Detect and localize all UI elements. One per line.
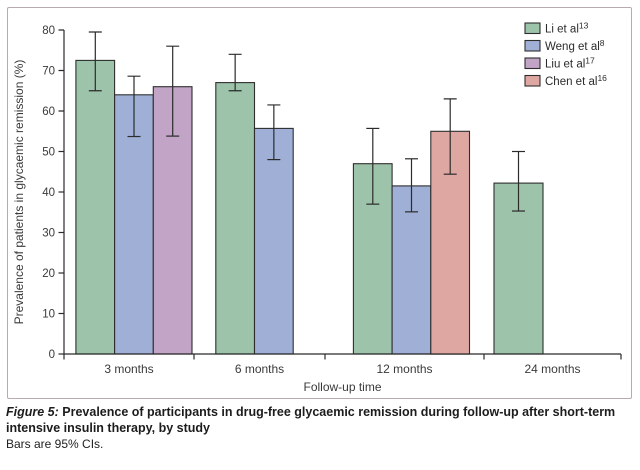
error-bar: [267, 104, 281, 161]
caption-note: Bars are 95% CIs.: [6, 437, 104, 451]
legend-swatch-weng-et-al: [524, 39, 541, 52]
remission-bar-chart: 0 10 20 30 40 50 60 70 80 3 months 6 months 12 mont…: [8, 8, 631, 398]
y-tick-label: 0: [49, 349, 55, 361]
x-tick-label: 3 months: [104, 362, 153, 376]
y-tick-label: 40: [42, 187, 55, 199]
x-tick-label: 24 months: [524, 362, 580, 376]
error-bar: [443, 98, 457, 175]
error-bar: [166, 45, 180, 137]
bar-weng-et-al3months: [114, 94, 154, 355]
legend: Li et al13 Weng et al8 Liu et al17 Chen et …: [524, 21, 607, 88]
caption-line-1: Figure 5: Prevalence of participants in …: [6, 404, 636, 420]
y-tick-label: 30: [42, 228, 55, 240]
y-tick-label: 20: [42, 268, 55, 280]
bar-weng-et-al12months: [391, 185, 432, 355]
x-tick-label: 12 months: [376, 362, 432, 376]
legend-label: Li et al13: [545, 21, 589, 36]
y-tick-label: 60: [42, 106, 55, 118]
y-tick-label: 70: [42, 66, 55, 78]
error-bar: [366, 127, 380, 205]
legend-swatch-liu-et-al: [524, 57, 541, 70]
y-axis-title: Prevalence of patients in glycaemic remi…: [12, 60, 26, 325]
caption-text-1: Prevalence of participants in drug-free …: [62, 405, 616, 419]
error-bar: [512, 150, 525, 212]
error-bar: [228, 53, 242, 92]
y-tick-label: 50: [42, 147, 55, 159]
bar-li-et-al6months: [215, 82, 256, 355]
caption-line-2: intensive insulin therapy, by study: [6, 421, 210, 435]
error-bar: [127, 75, 141, 138]
y-tick-label: 10: [42, 309, 55, 321]
axes: [58, 29, 622, 360]
error-bar: [405, 158, 418, 213]
figure-number: Figure 5:: [6, 405, 59, 419]
bar-weng-et-al6months: [253, 127, 294, 355]
error-bar: [88, 31, 102, 92]
chart-svg: 0 10 20 30 40 50 60 70 80 3 months 6 months 12 mont…: [12, 21, 622, 394]
figure-caption: Figure 5: Prevalence of participants in …: [6, 404, 636, 452]
bar-li-et-al3months: [75, 59, 116, 355]
legend-label: Chen et al16: [545, 73, 607, 88]
y-tick-label: 80: [42, 25, 55, 37]
x-axis-title: Follow-up time: [303, 380, 381, 394]
legend-swatch-chen-et-al: [524, 74, 541, 87]
legend-label: Liu et al17: [545, 56, 595, 71]
figure-panel: 0 10 20 30 40 50 60 70 80 3 months 6 months 12 mont…: [7, 7, 632, 399]
legend-swatch-li-et-al: [524, 22, 541, 35]
legend-label: Weng et al8: [545, 38, 605, 53]
x-tick-label: 6 months: [235, 362, 284, 376]
